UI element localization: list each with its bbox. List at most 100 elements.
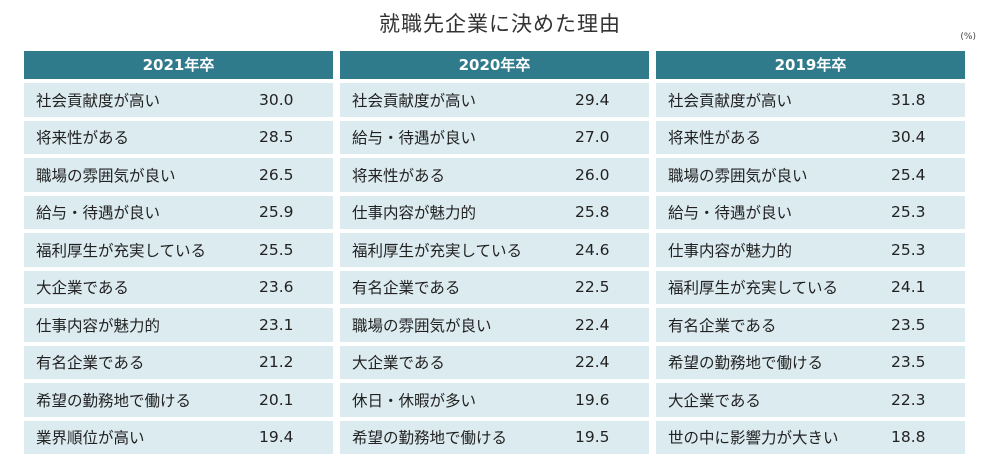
reason-label: 社会貢献度が高い — [36, 91, 161, 110]
table-row: 希望の勤務地で働ける 19.5 — [340, 420, 649, 454]
year-column: 2021年卒社会貢献度が高い 30.0 将来性がある 28.5 職場の雰囲気が良い 26.… — [24, 51, 333, 454]
table-row: 社会貢献度が高い 31.8 — [656, 83, 965, 117]
percentage-value: 25.8 — [575, 203, 610, 222]
table-row: 希望の勤務地で働ける 20.1 — [24, 383, 333, 417]
table-row: 希望の勤務地で働ける 23.5 — [656, 345, 965, 379]
percentage-value: 18.8 — [891, 428, 926, 447]
percentage-value: 26.5 — [259, 165, 294, 184]
table-row: 将来性がある 26.0 — [340, 158, 649, 192]
table-row: 世の中に影響力が大きい 18.8 — [656, 420, 965, 454]
percentage-value: 22.3 — [891, 390, 926, 409]
reason-label: 社会貢献度が高い — [352, 91, 477, 110]
table-row: 大企業である 22.4 — [340, 345, 649, 379]
percentage-value: 31.8 — [891, 90, 926, 109]
percentage-value: 22.4 — [575, 315, 610, 334]
percentage-value: 24.1 — [891, 278, 926, 297]
table-row: 有名企業である 21.2 — [24, 345, 333, 379]
percentage-value: 25.5 — [259, 240, 294, 259]
reason-label: 将来性がある — [36, 129, 130, 148]
reason-label: 大企業である — [352, 354, 445, 373]
reason-label: 有名企業である — [668, 316, 777, 335]
reason-label: 休日・休暇が多い — [352, 391, 477, 410]
table-row: 給与・待遇が良い 25.3 — [656, 195, 965, 229]
reason-label: 福利厚生が充実している — [668, 279, 839, 298]
percentage-value: 30.0 — [259, 90, 294, 109]
percentage-value: 21.2 — [259, 353, 294, 372]
reason-label: 職場の雰囲気が良い — [36, 166, 176, 185]
percentage-value: 25.4 — [891, 165, 926, 184]
percentage-value: 29.4 — [575, 90, 610, 109]
reason-label: 世の中に影響力が大きい — [668, 429, 839, 448]
table-row: 給与・待遇が良い 27.0 — [340, 120, 649, 154]
percentage-value: 20.1 — [259, 390, 294, 409]
table-row: 職場の雰囲気が良い 26.5 — [24, 158, 333, 192]
chart-title: 就職先企業に決めた理由 — [379, 12, 621, 36]
table-row: 福利厚生が充実している 24.1 — [656, 270, 965, 304]
table-row: 大企業である 22.3 — [656, 383, 965, 417]
table-row: 将来性がある 30.4 — [656, 120, 965, 154]
table-row: 有名企業である 22.5 — [340, 270, 649, 304]
ranking-table: 2021年卒 社会貢献度が高い 30.0 将来性がある 28.5 職場の雰囲気が良い 26.… — [24, 51, 965, 454]
percentage-value: 19.5 — [575, 428, 610, 447]
reason-label: 希望の勤務地で働ける — [352, 429, 508, 448]
percentage-value: 23.1 — [259, 315, 294, 334]
reason-label: 将来性がある — [668, 129, 762, 148]
table-row: 職場の雰囲気が良い 25.4 — [656, 158, 965, 192]
reason-label: 業界順位が高い — [36, 429, 145, 448]
percentage-value: 25.9 — [259, 203, 294, 222]
reason-label: 給与・待遇が良い — [352, 129, 477, 148]
reason-label: 仕事内容が魅力的 — [352, 204, 477, 223]
percentage-value: 27.0 — [575, 128, 610, 147]
percentage-value: 19.6 — [575, 390, 610, 409]
percentage-value: 22.4 — [575, 353, 610, 372]
table-row: 社会貢献度が高い 29.4 — [340, 83, 649, 117]
percentage-value: 26.0 — [575, 165, 610, 184]
table-row: 福利厚生が充実している 24.6 — [340, 233, 649, 267]
year-header: 2021年卒 — [24, 51, 333, 79]
year-column: 2020年卒社会貢献度が高い 29.4 給与・待遇が良い 27.0 将来性がある 26.0… — [340, 51, 649, 454]
reason-label: 職場の雰囲気が良い — [352, 316, 492, 335]
year-column: 2019年卒社会貢献度が高い 31.8 将来性がある 30.4 職場の雰囲気が良い 25.… — [656, 51, 965, 454]
reason-label: 給与・待遇が良い — [36, 204, 161, 223]
table-row: 福利厚生が充実している 25.5 — [24, 233, 333, 267]
table-row: 業界順位が高い 19.4 — [24, 420, 333, 454]
year-header: 2019年卒 — [656, 51, 965, 79]
percentage-value: 28.5 — [259, 128, 294, 147]
table-row: 大企業である 23.6 — [24, 270, 333, 304]
percentage-value: 25.3 — [891, 240, 926, 259]
reason-label: 有名企業である — [352, 279, 461, 298]
year-header: 2020年卒 — [340, 51, 649, 79]
reason-label: 職場の雰囲気が良い — [668, 166, 808, 185]
percentage-value: 19.4 — [259, 428, 294, 447]
percentage-value: 23.6 — [259, 278, 294, 297]
table-row: 仕事内容が魅力的 25.3 — [656, 233, 965, 267]
percentage-value: 23.5 — [891, 315, 926, 334]
unit-label: (%) — [960, 32, 976, 42]
percentage-value: 25.3 — [891, 203, 926, 222]
percentage-value: 23.5 — [891, 353, 926, 372]
reason-label: 将来性がある — [352, 166, 446, 185]
reason-label: 社会貢献度が高い — [668, 91, 793, 110]
reason-label: 福利厚生が充実している — [36, 241, 207, 260]
percentage-value: 30.4 — [891, 128, 926, 147]
reason-label: 有名企業である — [36, 354, 145, 373]
reason-label: 大企業である — [36, 279, 129, 298]
reason-label: 仕事内容が魅力的 — [668, 241, 793, 260]
table-row: 休日・休暇が多い 19.6 — [340, 383, 649, 417]
table-row: 将来性がある 28.5 — [24, 120, 333, 154]
reason-label: 大企業である — [668, 391, 761, 410]
table-row: 仕事内容が魅力的 25.8 — [340, 195, 649, 229]
table-row: 職場の雰囲気が良い 22.4 — [340, 308, 649, 342]
percentage-value: 24.6 — [575, 240, 610, 259]
reason-label: 給与・待遇が良い — [668, 204, 793, 223]
reason-label: 福利厚生が充実している — [352, 241, 523, 260]
reason-label: 希望の勤務地で働ける — [668, 354, 824, 373]
reason-label: 希望の勤務地で働ける — [36, 391, 192, 410]
table-row: 社会貢献度が高い 30.0 — [24, 83, 333, 117]
reason-label: 仕事内容が魅力的 — [36, 316, 161, 335]
table-row: 有名企業である 23.5 — [656, 308, 965, 342]
percentage-value: 22.5 — [575, 278, 610, 297]
table-row: 仕事内容が魅力的 23.1 — [24, 308, 333, 342]
table-row: 給与・待遇が良い 25.9 — [24, 195, 333, 229]
